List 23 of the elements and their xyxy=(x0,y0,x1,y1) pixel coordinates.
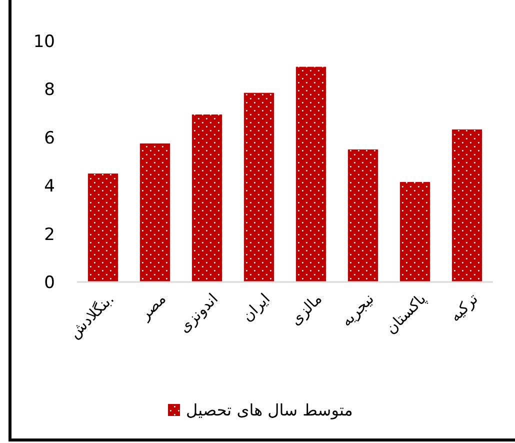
bar xyxy=(348,149,378,282)
bar xyxy=(88,174,118,282)
y-tick-label: 2 xyxy=(44,224,55,245)
bar xyxy=(400,182,430,282)
y-tick-label: 10 xyxy=(33,32,55,52)
x-tick-label: مصر xyxy=(135,290,170,324)
bar xyxy=(296,66,326,282)
x-tick-label: مالزی xyxy=(286,290,326,329)
x-tick-label: نیجریه xyxy=(337,290,378,330)
x-tick-label: ترکیه xyxy=(446,290,482,326)
bar xyxy=(452,129,482,282)
y-tick-label: 0 xyxy=(44,272,55,293)
bar xyxy=(140,143,170,282)
x-tick-label: پاکستان xyxy=(382,290,430,338)
x-tick-label: اندونزی xyxy=(175,290,222,336)
x-tick-label: .بنگلادش xyxy=(65,290,118,342)
bar xyxy=(192,114,222,282)
legend-label: متوسط سال های تحصیل xyxy=(186,400,353,420)
y-tick-label: 8 xyxy=(44,80,55,100)
bar xyxy=(244,92,274,282)
x-tick-label: ایران xyxy=(238,290,274,326)
y-tick-label: 6 xyxy=(44,128,55,148)
y-tick-label: 4 xyxy=(44,176,55,197)
